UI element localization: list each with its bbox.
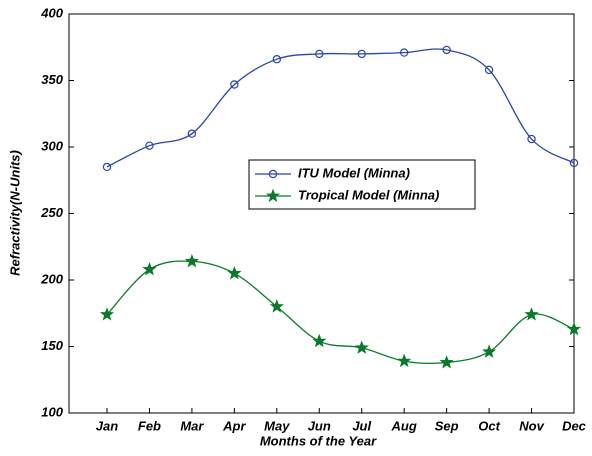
series-line xyxy=(106,260,575,365)
x-tick-label: Oct xyxy=(478,418,500,433)
legend-box xyxy=(248,159,476,210)
point xyxy=(569,158,579,168)
plot-frame xyxy=(68,13,575,414)
point xyxy=(354,340,369,354)
point xyxy=(315,49,324,59)
point xyxy=(527,134,536,144)
x-tick-label: Nov xyxy=(519,418,544,433)
x-tick-label: Jun xyxy=(308,418,331,433)
y-axis-label: Refractivity(N-Units) xyxy=(7,150,22,276)
y-tick-label: 250 xyxy=(40,205,63,220)
point xyxy=(524,307,539,321)
x-axis-label: Months of the Year xyxy=(260,433,377,448)
point xyxy=(99,307,115,321)
legend: ITU Model (Minna) Tropical Model (Minna) xyxy=(248,159,476,210)
point xyxy=(482,344,497,358)
x-tick-label: Jul xyxy=(352,418,371,433)
y-tick-label: 400 xyxy=(40,5,63,20)
x-tick-label: May xyxy=(264,418,290,433)
y-tick-label: 350 xyxy=(41,72,63,87)
point xyxy=(566,321,582,336)
point xyxy=(484,65,494,75)
y-tick-label: 150 xyxy=(41,338,63,353)
y-tick-label: 300 xyxy=(41,138,63,153)
point xyxy=(397,353,412,368)
x-tick-label: Dec xyxy=(562,418,587,433)
point xyxy=(145,141,154,150)
point xyxy=(439,355,454,369)
point xyxy=(312,333,327,348)
x-tick-label: Apr xyxy=(222,418,246,433)
point xyxy=(187,129,197,138)
point xyxy=(269,299,284,313)
x-tick-label: Feb xyxy=(138,418,161,433)
point xyxy=(442,45,451,55)
legend-label: ITU Model (Minna) xyxy=(298,165,410,180)
legend-marker xyxy=(268,169,278,179)
point xyxy=(184,254,199,268)
point xyxy=(227,265,242,280)
y-tick-label: 100 xyxy=(41,404,63,419)
legend-marker xyxy=(265,188,281,203)
point xyxy=(357,49,366,59)
x-tick-label: Mar xyxy=(180,418,204,433)
series-line xyxy=(106,48,575,168)
point xyxy=(272,55,282,64)
point xyxy=(230,80,239,89)
x-tick-label: Sep xyxy=(435,418,459,433)
point xyxy=(142,261,157,276)
x-tick-label: Aug xyxy=(391,418,417,433)
point xyxy=(102,162,112,172)
x-tick-label: Jan xyxy=(96,418,118,433)
legend-label: Tropical Model (Minna) xyxy=(298,187,439,202)
y-tick-label: 200 xyxy=(40,271,63,286)
point xyxy=(399,48,409,57)
